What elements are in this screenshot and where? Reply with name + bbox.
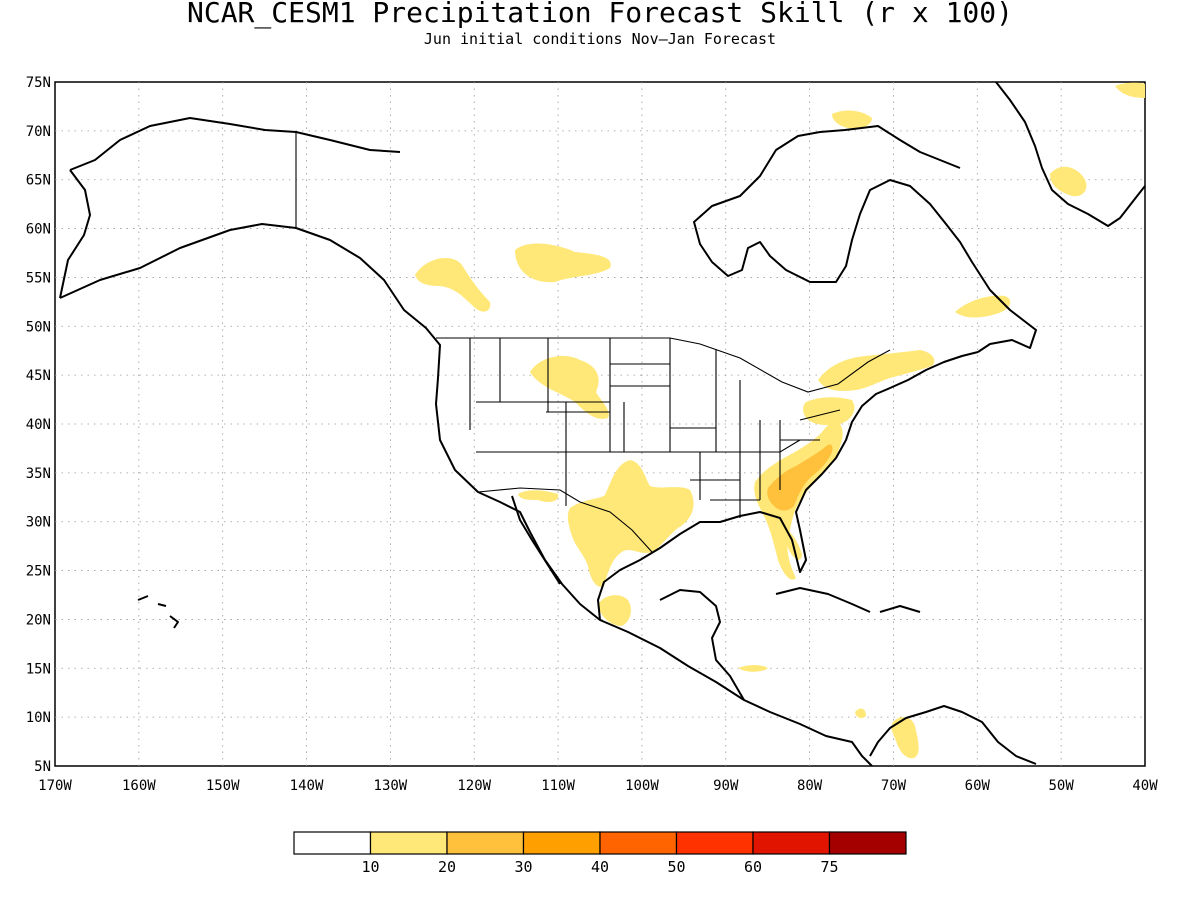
colorbar-label: 10 <box>361 858 379 876</box>
colorbar-label: 20 <box>438 858 456 876</box>
colorbar-label: 60 <box>744 858 762 876</box>
skill-region-northeast <box>818 350 935 391</box>
skill-region-greenland-sw <box>1050 166 1087 197</box>
lon-tick-label: 100W <box>625 778 659 794</box>
skill-region-texas <box>567 460 694 587</box>
colorbar-label: 50 <box>667 858 685 876</box>
coastline-cuba <box>775 587 871 613</box>
lat-tick-label: 60N <box>26 222 51 238</box>
lon-tick-label: 80W <box>797 778 823 794</box>
skill-region-labrador <box>955 295 1011 318</box>
lon-tick-label: 150W <box>206 778 240 794</box>
lat-tick-label: 10N <box>26 710 51 726</box>
lat-tick-label: 5N <box>34 759 51 775</box>
lon-tick-label: 70W <box>881 778 907 794</box>
lon-tick-label: 120W <box>457 778 491 794</box>
colorbar-swatch <box>599 831 678 855</box>
skill-region-pennsylvania <box>803 397 855 426</box>
coastlines <box>59 81 1146 767</box>
lat-tick-label: 45N <box>26 368 51 384</box>
colorbar-label: 40 <box>591 858 609 876</box>
coastline-pacific <box>59 223 873 767</box>
lat-tick-label: 20N <box>26 612 51 628</box>
coastline-labrador <box>693 125 1037 353</box>
lat-tick-label: 55N <box>26 270 51 286</box>
colorbar-swatch <box>369 831 448 855</box>
lon-tick-label: 170W <box>38 778 72 794</box>
coastline-alaska-north <box>69 117 401 171</box>
skill-region-bc <box>415 257 491 312</box>
skill-shading <box>415 82 1145 759</box>
map-title: NCAR_CESM1 Precipitation Forecast Skill … <box>186 0 1013 29</box>
lat-tick-label: 25N <box>26 564 51 580</box>
lon-tick-label: 50W <box>1049 778 1075 794</box>
lon-tick-label: 40W <box>1132 778 1158 794</box>
colorbar-swatch <box>828 831 907 855</box>
us-canada-border <box>436 337 891 393</box>
lon-tick-label: 130W <box>374 778 408 794</box>
colorbar-label: 75 <box>820 858 838 876</box>
coastline-greenland <box>995 81 1146 227</box>
skill-region-panama <box>855 708 866 719</box>
colorbar-swatch <box>752 831 831 855</box>
skill-region-central-mexico <box>598 595 631 626</box>
state-borders <box>469 338 841 518</box>
lat-tick-label: 40N <box>26 417 51 433</box>
skill-region-honduras <box>738 665 768 672</box>
lat-tick-label: 15N <box>26 661 51 677</box>
colorbar-swatch <box>522 831 601 855</box>
colorbar: 10 20 30 40 50 60 75 <box>293 831 907 876</box>
political-borders <box>295 132 891 553</box>
coastline-hispaniola <box>879 605 921 613</box>
lat-tick-label: 35N <box>26 466 51 482</box>
lon-tick-label: 90W <box>713 778 739 794</box>
coastline-baja <box>511 495 561 585</box>
map-subtitle: Jun initial conditions Nov—Jan Forecast <box>423 30 777 48</box>
lat-tick-label: 65N <box>26 173 51 189</box>
colorbar-label: 30 <box>514 858 532 876</box>
lon-tick-label: 110W <box>541 778 575 794</box>
colorbar-swatch <box>446 831 525 855</box>
coastline-hawaii <box>137 595 179 629</box>
skill-region-sonora <box>518 490 559 502</box>
skill-region-baffin <box>832 110 872 129</box>
lon-tick-label: 160W <box>122 778 156 794</box>
coastline-south-america <box>869 705 1037 765</box>
skill-region-greenland-ne <box>1115 82 1145 98</box>
coastline-alaska-west <box>59 169 91 299</box>
plot-frame <box>54 81 1146 767</box>
axis-labels: 170W 160W 150W 140W 130W 120W 110W 100W 90W 80W 70… <box>26 75 1159 794</box>
coastline-yucatan <box>659 589 745 701</box>
lon-tick-label: 60W <box>965 778 991 794</box>
coastline-gulf-east <box>597 351 979 621</box>
skill-region-sask <box>515 243 611 283</box>
lat-tick-label: 50N <box>26 319 51 335</box>
lat-tick-label: 30N <box>26 515 51 531</box>
colorbar-swatch <box>293 831 372 855</box>
skill-region-colombia <box>891 717 919 759</box>
skill-region-montana <box>530 356 609 419</box>
lat-tick-label: 70N <box>26 124 51 140</box>
lat-tick-label: 75N <box>26 75 51 91</box>
colorbar-swatch <box>675 831 754 855</box>
skill-region-southeast-inner <box>767 444 833 511</box>
lon-tick-label: 140W <box>290 778 324 794</box>
us-mexico-border <box>477 487 653 553</box>
